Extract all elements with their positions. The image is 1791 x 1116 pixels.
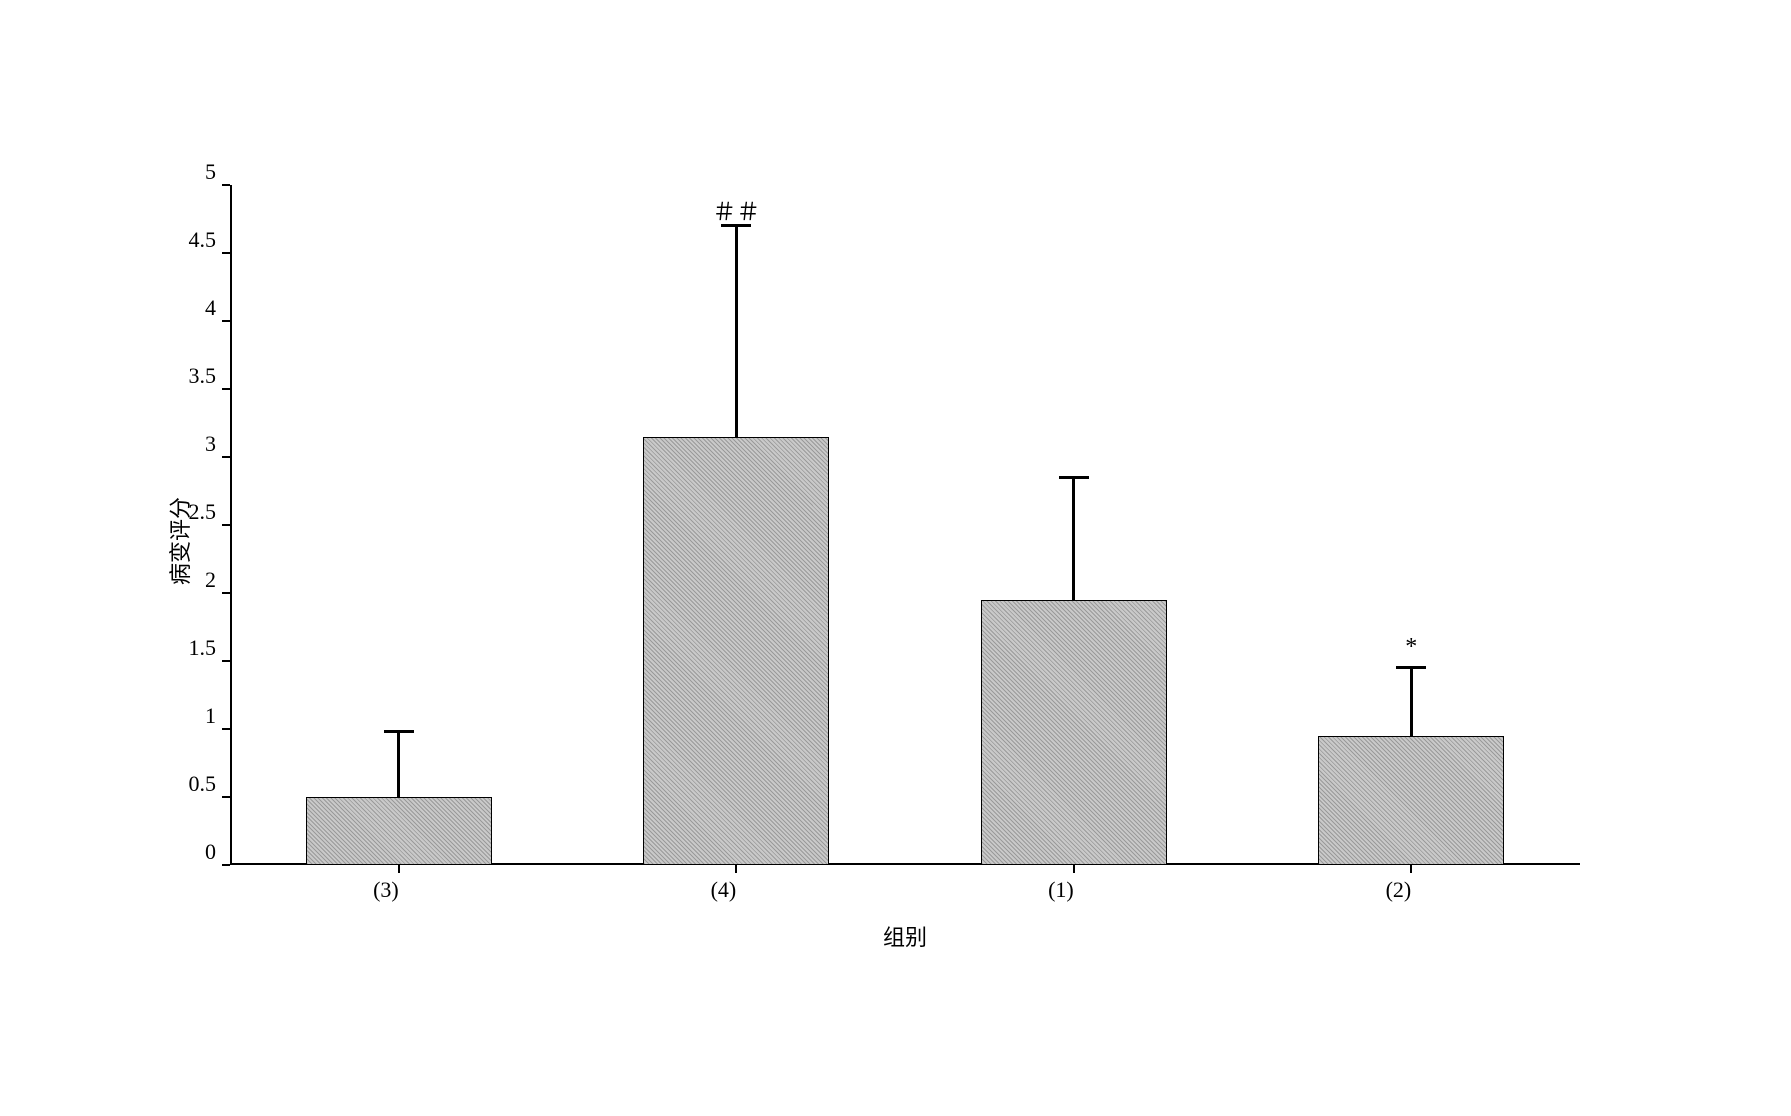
error-bar-cap xyxy=(384,730,414,733)
x-tick-label: (3) xyxy=(373,877,399,903)
y-tick-mark xyxy=(222,660,230,662)
error-bar-stem xyxy=(735,226,738,437)
y-tick-mark xyxy=(222,796,230,798)
bar xyxy=(643,437,829,865)
y-tick-mark xyxy=(222,320,230,322)
y-tick-label: 1 xyxy=(205,703,216,729)
bar-annotation: * xyxy=(1405,634,1417,661)
y-tick-label: 3.5 xyxy=(189,363,217,389)
bar-annotation: ＃＃ xyxy=(712,192,760,227)
x-tick-mark xyxy=(398,865,400,873)
y-tick-mark xyxy=(222,184,230,186)
x-tick-mark xyxy=(1073,865,1075,873)
y-tick-mark xyxy=(222,456,230,458)
y-tick-mark xyxy=(222,728,230,730)
error-bar-stem xyxy=(397,732,400,797)
x-tick-label: (4) xyxy=(711,877,737,903)
bar xyxy=(981,600,1167,865)
bar xyxy=(1318,736,1504,865)
y-tick-mark xyxy=(222,388,230,390)
y-tick-label: 0.5 xyxy=(189,771,217,797)
y-tick-mark xyxy=(222,252,230,254)
y-tick-label: 5 xyxy=(205,159,216,185)
x-axis-label: 组别 xyxy=(883,920,927,952)
x-tick-mark xyxy=(1410,865,1412,873)
y-tick-label: 2 xyxy=(205,567,216,593)
lesion-score-bar-chart: 病变评分 组别 00.511.522.533.544.55 (3)(4)(1)(… xyxy=(0,0,1791,1116)
error-bar-stem xyxy=(1072,477,1075,599)
y-tick-mark xyxy=(222,864,230,866)
y-tick-label: 4 xyxy=(205,295,216,321)
y-tick-mark xyxy=(222,592,230,594)
x-tick-label: (1) xyxy=(1048,877,1074,903)
y-tick-label: 4.5 xyxy=(189,227,217,253)
error-bar-cap xyxy=(1059,476,1089,479)
x-tick-label: (2) xyxy=(1386,877,1412,903)
y-tick-label: 2.5 xyxy=(189,499,217,525)
bar xyxy=(306,797,492,865)
y-tick-mark xyxy=(222,524,230,526)
error-bar-cap xyxy=(1396,666,1426,669)
x-tick-mark xyxy=(735,865,737,873)
y-tick-label: 1.5 xyxy=(189,635,217,661)
y-tick-label: 3 xyxy=(205,431,216,457)
error-bar-stem xyxy=(1410,668,1413,736)
y-tick-label: 0 xyxy=(205,839,216,865)
